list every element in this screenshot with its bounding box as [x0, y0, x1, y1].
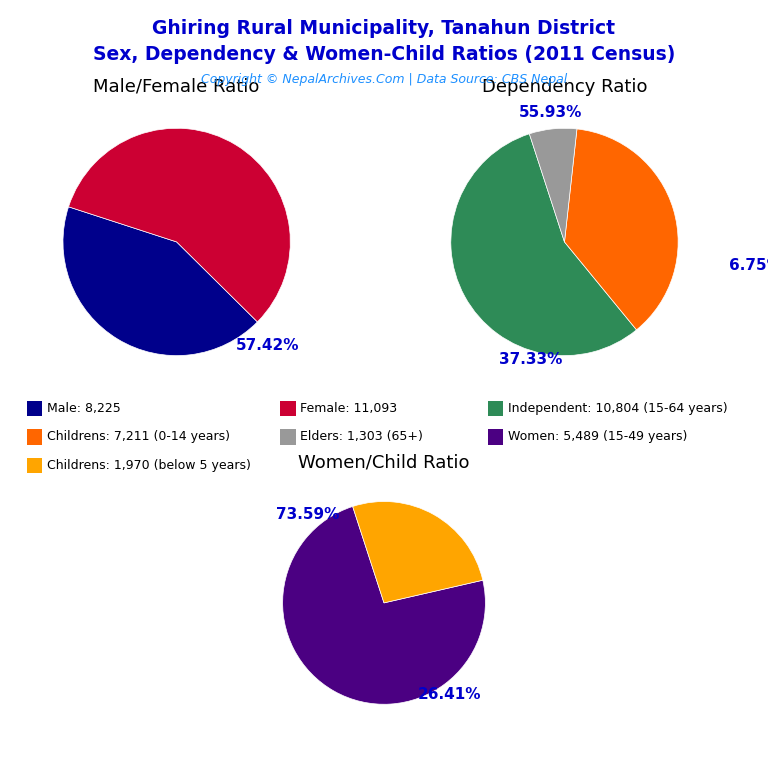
- Text: Copyright © NepalArchives.Com | Data Source: CBS Nepal: Copyright © NepalArchives.Com | Data Sou…: [201, 73, 567, 86]
- Title: Dependency Ratio: Dependency Ratio: [482, 78, 647, 95]
- Text: 55.93%: 55.93%: [518, 105, 582, 120]
- Title: Male/Female Ratio: Male/Female Ratio: [94, 78, 260, 95]
- Text: Childrens: 1,970 (below 5 years): Childrens: 1,970 (below 5 years): [47, 459, 250, 472]
- Text: Female: 11,093: Female: 11,093: [300, 402, 397, 415]
- Text: Male: 8,225: Male: 8,225: [47, 402, 121, 415]
- Text: 37.33%: 37.33%: [498, 352, 562, 367]
- Text: Ghiring Rural Municipality, Tanahun District: Ghiring Rural Municipality, Tanahun Dist…: [153, 19, 615, 38]
- Wedge shape: [63, 207, 257, 356]
- Text: 26.41%: 26.41%: [418, 687, 482, 702]
- Text: 73.59%: 73.59%: [276, 507, 339, 522]
- Text: 57.42%: 57.42%: [236, 338, 300, 353]
- Title: Women/Child Ratio: Women/Child Ratio: [298, 454, 470, 472]
- Wedge shape: [353, 502, 483, 603]
- Text: Women: 5,489 (15-49 years): Women: 5,489 (15-49 years): [508, 431, 687, 443]
- Text: Independent: 10,804 (15-64 years): Independent: 10,804 (15-64 years): [508, 402, 727, 415]
- Text: Elders: 1,303 (65+): Elders: 1,303 (65+): [300, 431, 423, 443]
- Wedge shape: [451, 134, 637, 356]
- Wedge shape: [283, 506, 485, 704]
- Text: Childrens: 7,211 (0-14 years): Childrens: 7,211 (0-14 years): [47, 431, 230, 443]
- Text: 6.75%: 6.75%: [730, 258, 768, 273]
- Wedge shape: [68, 128, 290, 322]
- Text: Sex, Dependency & Women-Child Ratios (2011 Census): Sex, Dependency & Women-Child Ratios (20…: [93, 45, 675, 64]
- Wedge shape: [529, 128, 577, 242]
- Wedge shape: [564, 129, 678, 329]
